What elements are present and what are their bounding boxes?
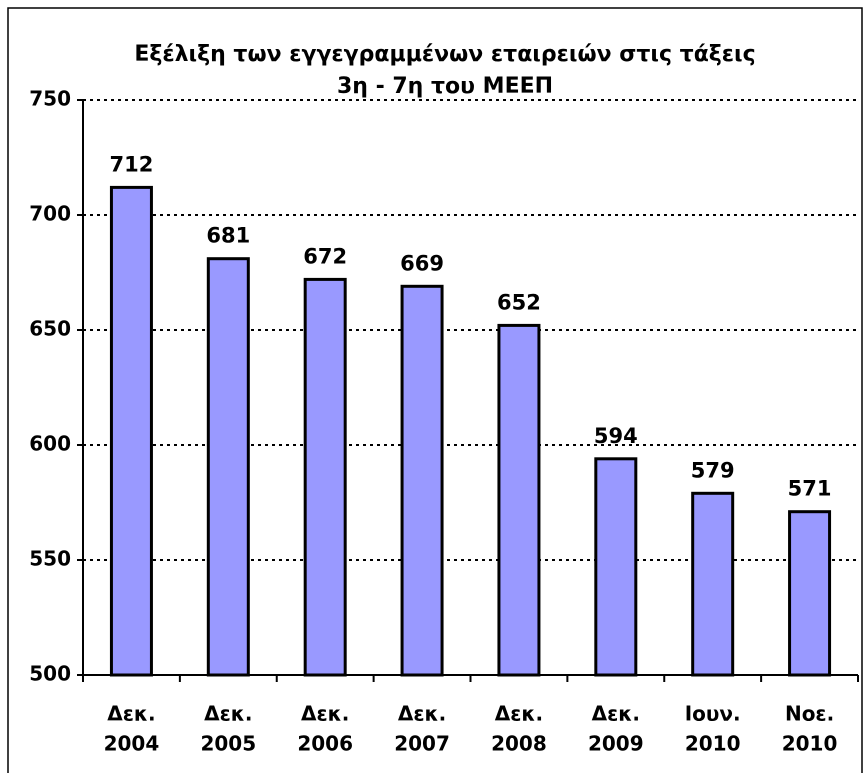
- x-tick-label: 2010: [782, 732, 838, 756]
- x-tick-label: 2006: [297, 732, 353, 756]
- x-tick-label: 2005: [200, 732, 256, 756]
- bar: [594, 457, 638, 677]
- x-tick-label: 2009: [588, 732, 644, 756]
- value-label: 669: [400, 251, 444, 275]
- bar: [206, 257, 250, 677]
- y-tick-label: 750: [29, 87, 71, 111]
- x-tick-label: Δεκ.: [204, 702, 252, 726]
- x-tick-label: Ιουν.: [685, 702, 741, 726]
- chart-frame: [7, 7, 863, 773]
- bar: [303, 277, 347, 677]
- bar: [400, 284, 444, 677]
- x-tick-label: 2010: [685, 732, 741, 756]
- x-tick-label: Δεκ.: [495, 702, 543, 726]
- x-tick-label: Δεκ.: [301, 702, 349, 726]
- y-tick-label: 700: [29, 202, 71, 226]
- bar: [691, 491, 735, 677]
- y-tick-label: 650: [29, 317, 71, 341]
- x-tick-label: Δεκ.: [398, 702, 446, 726]
- chart-title: 3η - 7η του ΜΕΕΠ: [337, 74, 553, 99]
- value-label: 672: [303, 244, 347, 268]
- value-label: 712: [110, 152, 154, 176]
- x-tick-label: 2007: [394, 732, 450, 756]
- value-label: 594: [594, 424, 638, 448]
- bar: [109, 185, 153, 677]
- bar: [497, 323, 541, 677]
- value-label: 681: [206, 224, 250, 248]
- x-tick-label: Δεκ.: [107, 702, 155, 726]
- x-tick-label: 2008: [491, 732, 547, 756]
- chart-title: Εξέλιξη των εγγεγραμμένων εταιρειών στις…: [134, 42, 755, 67]
- bar: [788, 510, 832, 677]
- y-tick-label: 550: [29, 547, 71, 571]
- value-label: 579: [691, 458, 735, 482]
- value-label: 571: [788, 477, 832, 501]
- x-tick-label: 2004: [104, 732, 160, 756]
- y-tick-label: 600: [29, 432, 71, 456]
- y-tick-label: 500: [29, 662, 71, 686]
- x-tick-label: Νοε.: [785, 702, 834, 726]
- x-tick-label: Δεκ.: [592, 702, 640, 726]
- value-label: 652: [497, 290, 541, 314]
